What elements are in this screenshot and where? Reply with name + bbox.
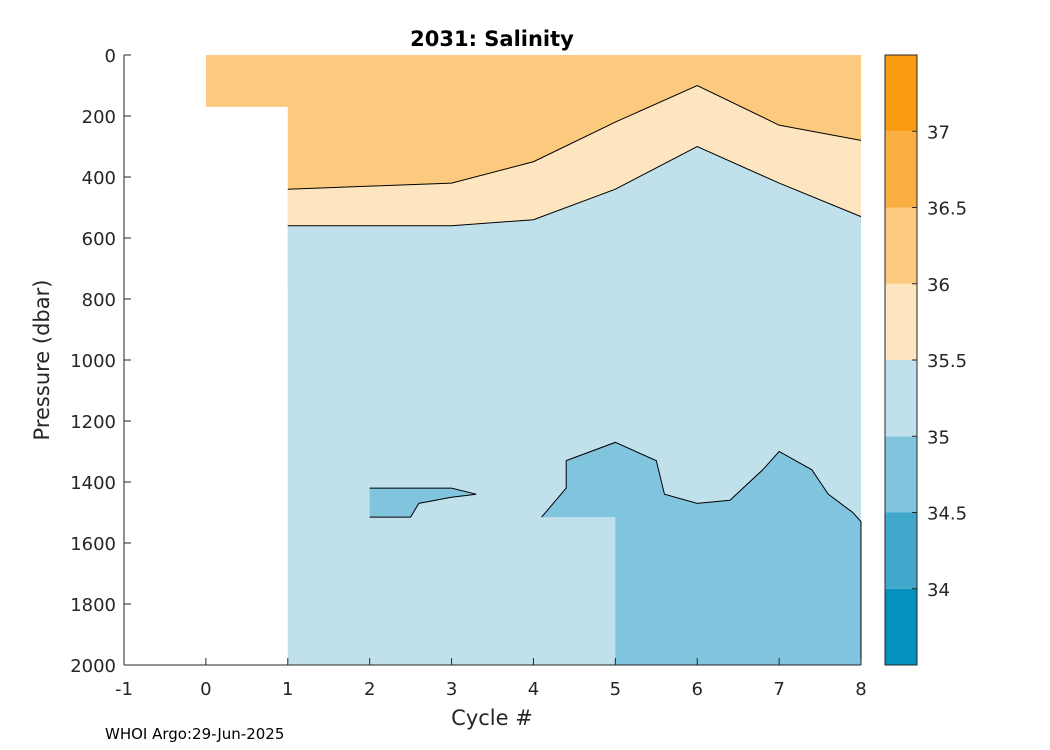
x-tick-label: -1 bbox=[115, 679, 133, 700]
x-tick-label: 8 bbox=[855, 679, 866, 700]
salinity-band-34.5-35 bbox=[369, 488, 477, 518]
colorbar-swatch bbox=[885, 283, 917, 360]
y-tick-label: 800 bbox=[82, 290, 116, 311]
colorbar: 34 34.5 35 35.5 36 36.5 37 bbox=[884, 54, 967, 666]
colorbar-swatch bbox=[885, 207, 917, 284]
y-axis-title: Pressure (dbar) bbox=[30, 280, 54, 441]
footer-credit: WHOI Argo:29-Jun-2025 bbox=[105, 725, 285, 743]
x-tick-label: 3 bbox=[446, 679, 457, 700]
colorbar-tick-label: 36 bbox=[927, 275, 950, 296]
colorbar-swatch bbox=[885, 131, 917, 208]
contour-36 bbox=[287, 84, 862, 190]
x-tick-label: 4 bbox=[528, 679, 539, 700]
colorbar-swatch bbox=[885, 360, 917, 437]
x-tick-label: 6 bbox=[691, 679, 702, 700]
x-tick-label: 1 bbox=[282, 679, 293, 700]
x-tick-label: 2 bbox=[364, 679, 375, 700]
contour-35-5 bbox=[287, 145, 862, 227]
y-tick-label: 1000 bbox=[70, 351, 116, 372]
y-tick-label: 600 bbox=[82, 229, 116, 250]
colorbar-tick-label: 34.5 bbox=[927, 504, 967, 525]
x-tick-label: 7 bbox=[773, 679, 784, 700]
y-tick-label: 1600 bbox=[70, 534, 116, 555]
colorbar-swatch bbox=[885, 55, 917, 132]
colorbar-tick-label: 34 bbox=[927, 580, 950, 601]
salinity-band-34.5-35 bbox=[541, 442, 861, 665]
x-tick-label: 5 bbox=[610, 679, 621, 700]
axes: -1 0 1 2 3 4 5 6 7 8 0 200 400 600 800 1000 1200 1400 1600… bbox=[70, 46, 867, 700]
y-tick-label: 200 bbox=[82, 107, 116, 128]
contour-35-a bbox=[369, 487, 477, 518]
y-tick-label: 2000 bbox=[70, 656, 116, 677]
colorbar-swatch bbox=[885, 512, 917, 589]
contour-lines bbox=[287, 84, 862, 665]
colorbar-tick-label: 37 bbox=[927, 122, 950, 143]
y-tick-label: 400 bbox=[82, 168, 116, 189]
contour-35-b bbox=[541, 441, 862, 665]
plot-area bbox=[205, 55, 861, 665]
y-tick-label: 1200 bbox=[70, 412, 116, 433]
colorbar-swatch bbox=[885, 436, 917, 513]
y-tick-label: 1400 bbox=[70, 473, 116, 494]
chart-title: 2031: Salinity bbox=[410, 27, 574, 51]
colorbar-tick-label: 35 bbox=[927, 427, 950, 448]
colorbar-swatch bbox=[885, 588, 917, 665]
y-tick-label: 0 bbox=[105, 46, 116, 67]
x-axis-title: Cycle # bbox=[451, 706, 533, 730]
x-tick-label: 0 bbox=[200, 679, 211, 700]
colorbar-tick-label: 36.5 bbox=[927, 199, 967, 220]
y-tick-label: 1800 bbox=[70, 595, 116, 616]
salinity-band-35.5-36 bbox=[287, 85, 861, 226]
colorbar-tick-label: 35.5 bbox=[927, 351, 967, 372]
